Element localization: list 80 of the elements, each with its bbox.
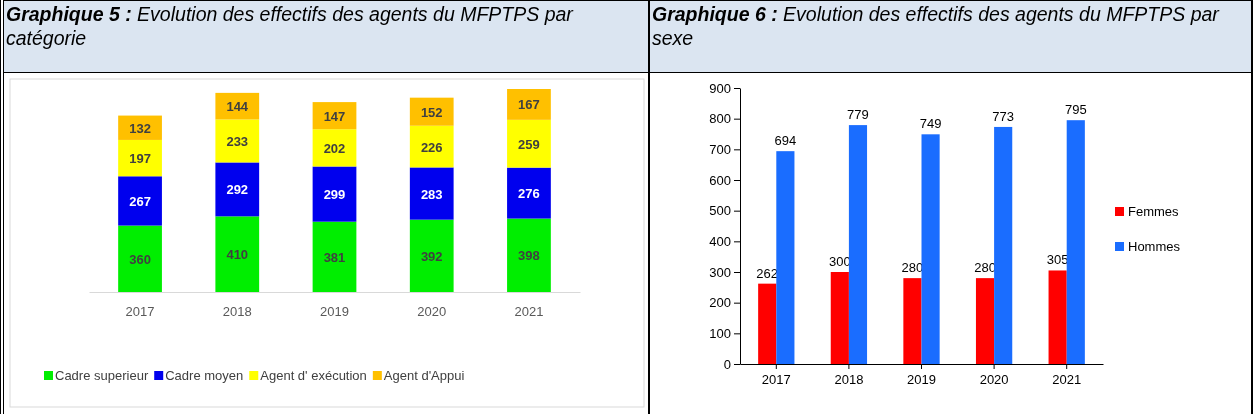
data-label: 299 xyxy=(323,187,346,203)
bar xyxy=(507,218,551,292)
y-tick-label: 0 xyxy=(723,356,731,372)
bar xyxy=(903,278,922,364)
x-tick-label: 2019 xyxy=(907,371,936,387)
legend-label: Agent d' exécution xyxy=(260,368,367,383)
data-label: 292 xyxy=(226,182,249,198)
bar xyxy=(118,139,162,177)
data-label: 226 xyxy=(420,139,443,155)
data-label: 147 xyxy=(323,108,346,124)
bar xyxy=(921,134,940,364)
data-label: 276 xyxy=(518,186,540,202)
legend-label: Femmes xyxy=(1128,204,1180,219)
data-label: 381 xyxy=(323,249,346,265)
data-label: 773 xyxy=(992,108,1015,124)
legend-label: Agent d'Appui xyxy=(383,368,465,383)
bar xyxy=(507,89,551,120)
data-label: 197 xyxy=(129,151,151,167)
x-tick-label: 2020 xyxy=(417,303,447,319)
data-label: 267 xyxy=(129,193,151,209)
bar xyxy=(215,162,260,217)
data-label: 694 xyxy=(774,133,797,149)
data-label: 167 xyxy=(518,97,540,113)
y-tick-label: 300 xyxy=(709,264,731,280)
data-label: 233 xyxy=(226,133,249,149)
chart-title: Graphique 6 : Evolution des effectifs des agents du MFPTPS par sexe xyxy=(652,3,1219,49)
data-label: 410 xyxy=(226,247,249,263)
x-tick-label: 2019 xyxy=(320,303,349,319)
x-tick-label: 2018 xyxy=(834,371,864,387)
data-label: 779 xyxy=(847,107,869,123)
data-label: 152 xyxy=(420,104,443,120)
data-label: 280 xyxy=(901,260,924,276)
y-tick-label: 700 xyxy=(709,141,731,157)
bar xyxy=(1048,270,1067,364)
data-label: 360 xyxy=(129,251,151,267)
x-tick-label: 2017 xyxy=(125,303,155,319)
bar xyxy=(848,125,868,364)
y-tick-label: 100 xyxy=(709,325,731,341)
data-label: 749 xyxy=(919,116,942,132)
y-tick-label: 500 xyxy=(709,203,731,219)
bar xyxy=(118,225,162,292)
chart-title: Graphique 5 : Evolution des effectifs des agents du MFPTPS par catégorie xyxy=(6,3,573,49)
x-tick-label: 2017 xyxy=(761,371,791,387)
bar xyxy=(994,126,1013,364)
legend-label: Cadre moyen xyxy=(165,368,244,383)
legend-label: Hommes xyxy=(1128,239,1181,254)
bar xyxy=(312,221,357,292)
data-label: 144 xyxy=(226,99,249,115)
bar xyxy=(830,272,849,364)
bar xyxy=(1066,120,1085,364)
x-tick-label: 2018 xyxy=(222,303,252,319)
y-tick-label: 200 xyxy=(709,295,731,311)
data-label: 392 xyxy=(420,248,443,264)
data-label: 283 xyxy=(420,186,443,202)
bar xyxy=(312,166,357,222)
bar xyxy=(409,167,454,220)
data-label: 795 xyxy=(1064,102,1087,118)
bar xyxy=(507,167,551,219)
y-tick-label: 400 xyxy=(709,233,731,249)
data-label: 132 xyxy=(129,120,151,136)
data-label: 202 xyxy=(323,140,346,156)
y-tick-label: 600 xyxy=(709,172,731,188)
x-tick-label: 2021 xyxy=(1052,371,1082,387)
data-label: 398 xyxy=(518,248,540,264)
x-tick-label: 2020 xyxy=(979,371,1009,387)
bar xyxy=(312,129,357,167)
data-label: 259 xyxy=(518,136,540,152)
y-tick-label: 800 xyxy=(709,111,731,127)
bar xyxy=(215,216,260,292)
x-tick-label: 2021 xyxy=(514,303,544,319)
y-tick-label: 900 xyxy=(709,80,731,96)
bar xyxy=(118,176,162,226)
bar xyxy=(409,219,454,292)
bar xyxy=(776,151,795,364)
bar xyxy=(975,278,995,364)
bar xyxy=(215,119,260,163)
bar xyxy=(409,125,454,168)
bar xyxy=(507,119,551,168)
bar xyxy=(758,283,777,364)
legend-label: Cadre superieur xyxy=(55,368,149,383)
